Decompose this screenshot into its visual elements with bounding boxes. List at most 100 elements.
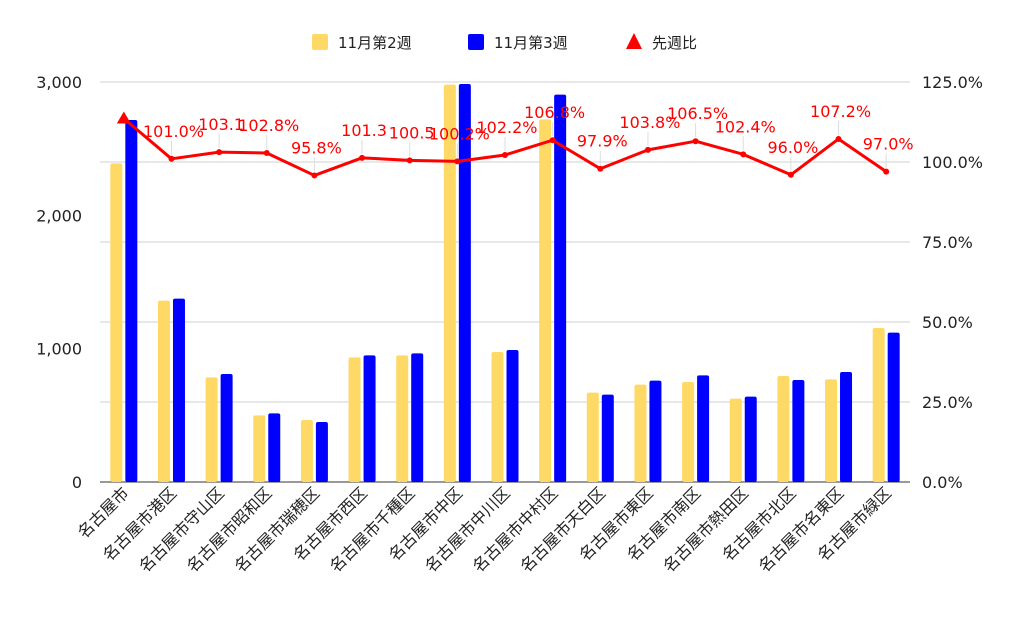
category-label: 名古屋市昭和区 [183,483,276,576]
data-label: 100.5 [389,123,435,142]
bar [110,163,123,483]
ratio-point [597,165,604,172]
legend-label: 11月第2週 [338,34,412,52]
bar [315,422,328,482]
legend-swatch [468,34,484,50]
bar [539,119,552,482]
bar [268,413,281,482]
bar [872,328,885,482]
data-label: 97.9% [577,132,628,151]
legend-label: 11月第3週 [494,34,568,52]
bar [363,355,376,482]
legend-label: 先週比 [652,34,697,52]
bar [205,377,218,482]
bar [220,374,233,482]
right-tick-label: 75.0% [922,233,973,252]
bar [586,392,599,482]
bar [792,380,805,482]
ratio-point [406,157,413,164]
ratio-point [502,151,508,158]
data-label: 107.2% [810,102,871,121]
data-label: 106.5% [667,104,728,123]
ratio-point [883,168,890,175]
bar [172,298,185,482]
legend: 11月第2週 11月第3週 先週比 [312,33,697,52]
bar [887,332,900,482]
ratio-point [216,149,223,156]
left-axis: 0 1,000 2,000 3,000 [36,73,82,492]
bar [157,300,170,482]
ratio-point [454,158,461,165]
bar [458,84,471,482]
ratio-point [359,154,366,161]
bar [443,84,456,483]
bar [411,353,424,482]
data-label: 106.8% [524,103,585,122]
bar [125,120,138,482]
right-tick-label: 25.0% [922,393,973,412]
gridlines [100,81,910,483]
data-label: 100.2% [429,124,490,143]
bar [840,372,853,482]
bar [396,355,409,482]
bar [825,379,838,482]
bar [491,352,504,482]
data-label: 101.0% [143,122,204,141]
category-label: 名古屋市守山区 [135,483,228,576]
legend-marker [626,33,642,49]
data-label: 103.1 [198,115,244,134]
ratio-point [311,172,318,179]
category-label: 名古屋市名東区 [755,483,848,576]
category-label: 名古屋市天白区 [516,483,609,576]
category-label: 名古屋市瑞穂区 [231,483,324,576]
left-tick-label: 3,000 [36,73,82,92]
left-tick-label: 1,000 [36,340,82,359]
ratio-marker [116,111,131,124]
ratio-point [740,151,747,158]
ratio-point [644,146,651,153]
left-tick-label: 0 [72,473,82,492]
bars [110,84,900,483]
data-label: 101.3 [341,121,387,140]
right-axis: 0.0% 25.0% 50.0% 75.0% 100.0% 125.0% [922,73,983,492]
bar [300,420,313,482]
bar [649,380,662,482]
bar [777,376,790,482]
bar [634,384,647,482]
ratio-point [692,138,699,145]
category-labels: 名古屋市名古屋市港区名古屋市守山区名古屋市昭和区名古屋市瑞穂区名古屋市西区名古屋… [74,483,895,576]
bar [253,415,266,482]
data-label: 102.2% [476,118,537,137]
right-tick-label: 50.0% [922,313,973,332]
ratio-point [263,150,270,157]
bar [682,382,695,482]
bar [554,94,567,483]
data-label: 103.8% [619,113,680,132]
data-label: 96.0% [767,138,818,157]
data-label: 102.4% [715,117,776,136]
category-label: 名古屋市熱田区 [659,483,752,576]
legend-swatch [312,34,328,50]
data-label: 102.8% [238,116,299,135]
right-tick-label: 0.0% [922,473,963,492]
ratio-point [168,155,175,162]
ratio-point [549,137,556,144]
ratio-point [787,171,794,178]
data-label: 97.0% [863,135,914,154]
category-label: 名古屋市千種区 [326,483,419,576]
bar [348,357,361,482]
bar [506,350,519,482]
bar [729,398,742,482]
bar [697,375,710,482]
ratio-point [835,135,842,142]
right-tick-label: 100.0% [922,153,983,172]
left-tick-label: 2,000 [36,206,82,225]
category-label: 名古屋市中村区 [469,483,562,576]
right-tick-label: 125.0% [922,73,983,92]
data-label: 95.8% [291,138,342,157]
bar [601,394,614,482]
bar [744,396,757,482]
category-label: 名古屋市中川区 [421,483,514,576]
